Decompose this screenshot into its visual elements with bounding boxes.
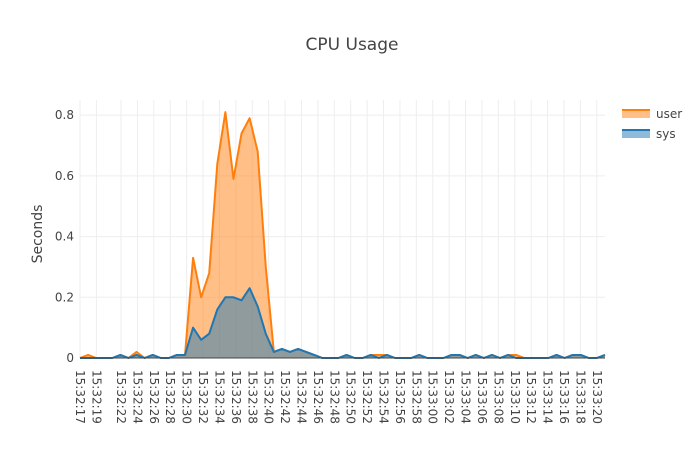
x-tick-label: 15:32:56 (393, 370, 407, 424)
x-tick-label: 15:32:46 (311, 370, 325, 424)
x-tick-label: 15:33:20 (590, 370, 604, 424)
line-sys (80, 287, 606, 359)
x-tick-label: 15:33:18 (573, 370, 587, 424)
x-tick-label: 15:33:06 (475, 370, 489, 424)
x-tick-label: 15:32:48 (327, 370, 341, 424)
x-tick-label: 15:32:19 (89, 370, 103, 424)
x-tick-label: 15:32:26 (147, 370, 161, 424)
chart-title: CPU Usage (306, 35, 399, 55)
x-tick-label: 15:32:36 (229, 370, 243, 424)
x-tick-label: 15:32:40 (262, 370, 276, 424)
y-tick-label: 0 (66, 351, 74, 365)
y-tick-label: 0.6 (55, 169, 74, 183)
y-axis: 0 0.2 0.4 0.6 0.8 (55, 108, 74, 365)
x-tick-label: 15:32:38 (245, 370, 259, 424)
x-tick-label: 15:32:28 (163, 370, 177, 424)
legend-label-sys: sys (656, 127, 676, 141)
grid (79, 100, 605, 358)
x-axis: 15:32:17 15:32:19 15:32:22 15:32:24 15:32:26… (73, 370, 604, 424)
x-tick-label: 15:32:42 (278, 370, 292, 424)
x-tick-label: 15:33:02 (442, 370, 456, 424)
x-tick-label: 15:32:58 (409, 370, 423, 424)
x-tick-label: 15:32:50 (344, 370, 358, 424)
y-tick-label: 0.2 (55, 290, 74, 304)
x-tick-label: 15:33:10 (508, 370, 522, 424)
area-sys (80, 288, 605, 358)
legend-swatch-sys (622, 130, 650, 138)
x-tick-label: 15:33:12 (524, 370, 538, 424)
x-tick-label: 15:32:32 (196, 370, 210, 424)
y-tick-label: 0.4 (55, 230, 74, 244)
x-tick-label: 15:33:08 (491, 370, 505, 424)
x-tick-label: 15:32:34 (212, 370, 226, 424)
legend: user sys (622, 107, 682, 141)
legend-swatch-user (622, 110, 650, 118)
legend-label-user: user (656, 107, 682, 121)
x-tick-label: 15:32:54 (377, 370, 391, 424)
x-tick-label: 15:33:14 (541, 370, 555, 424)
x-tick-label: 15:32:52 (360, 370, 374, 424)
x-tick-label: 15:33:04 (459, 370, 473, 424)
x-tick-label: 15:32:22 (114, 370, 128, 424)
area-user (80, 112, 605, 358)
x-tick-label: 15:33:00 (426, 370, 440, 424)
plot-area (79, 111, 606, 359)
line-user (79, 111, 606, 359)
x-tick-label: 15:32:24 (130, 370, 144, 424)
x-tick-label: 15:32:44 (294, 370, 308, 424)
x-tick-label: 15:32:30 (180, 370, 194, 424)
x-tick-label: 15:32:17 (73, 370, 87, 424)
x-tick-label: 15:33:16 (557, 370, 571, 424)
y-tick-label: 0.8 (55, 108, 74, 122)
y-axis-label: Seconds (30, 205, 46, 264)
